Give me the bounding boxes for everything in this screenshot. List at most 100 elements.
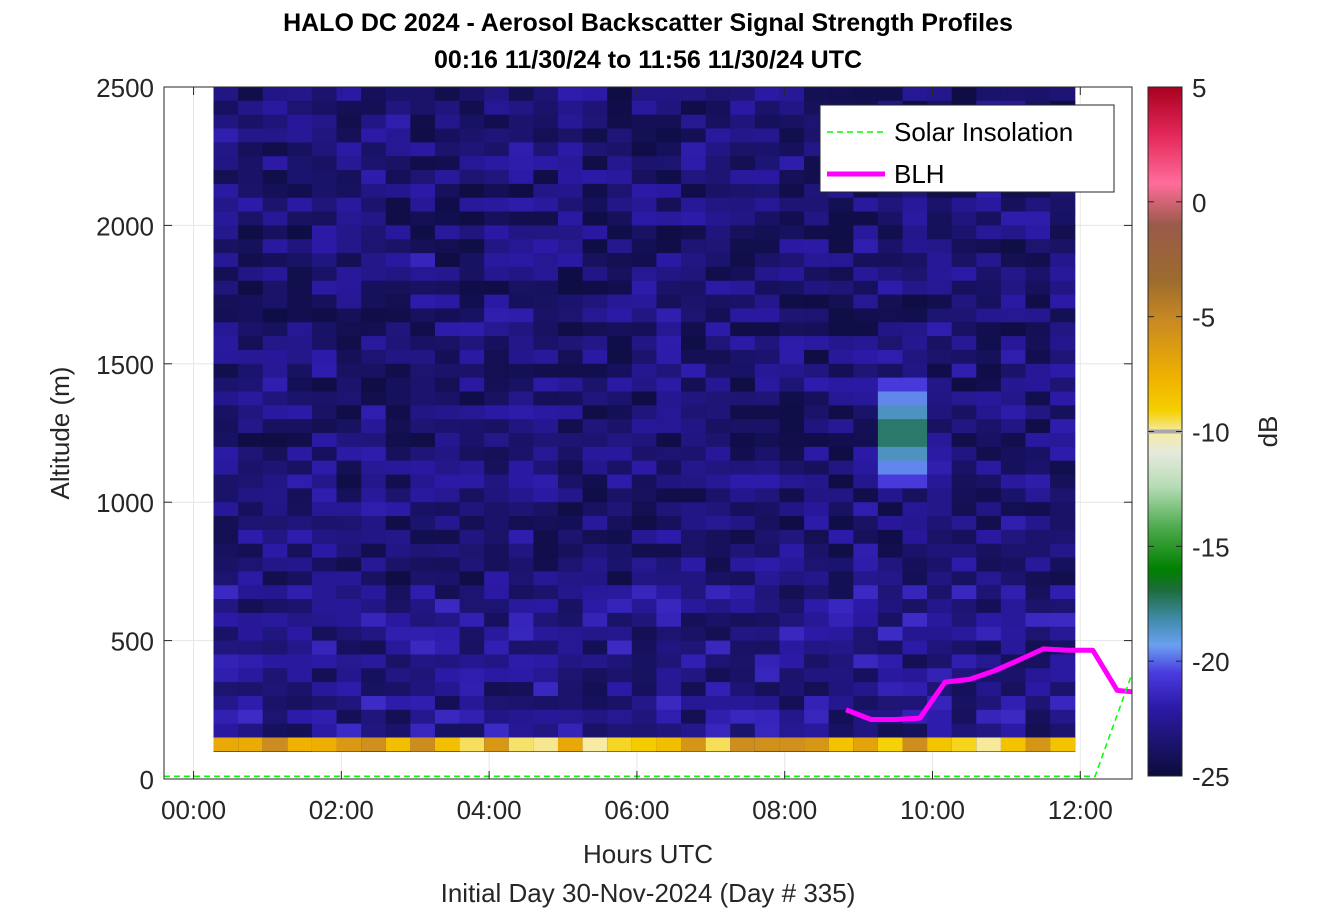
heatmap-cell (754, 446, 781, 462)
heatmap-cell (1025, 626, 1051, 642)
heatmap-cell (557, 695, 584, 711)
heatmap-cell (705, 529, 731, 545)
heatmap-cell (877, 433, 904, 448)
heatmap-cell (607, 266, 633, 282)
heatmap-cell (1050, 488, 1076, 503)
heatmap-cell (557, 336, 584, 351)
heatmap-cell (385, 695, 411, 711)
heatmap-cell (656, 571, 682, 586)
heatmap-cell (287, 225, 313, 240)
heatmap-cell (853, 571, 879, 586)
heatmap-cell (730, 142, 756, 157)
heatmap-cell (927, 377, 953, 393)
heatmap-cell (336, 405, 362, 420)
heatmap-cell (705, 114, 731, 130)
heatmap-cell (656, 433, 682, 448)
heatmap-cell (287, 516, 313, 531)
heatmap-cell (287, 156, 313, 171)
heatmap-cell (361, 336, 387, 351)
heatmap-cell (311, 280, 338, 296)
heatmap-cell (1025, 294, 1051, 310)
heatmap-cell (238, 266, 264, 282)
heatmap-cell (582, 654, 608, 669)
heatmap-cell (508, 654, 534, 669)
heatmap-cell (385, 419, 411, 434)
heatmap-cell (533, 709, 559, 725)
heatmap-cell (287, 308, 313, 323)
heatmap-cell (385, 349, 411, 365)
heatmap-cell (607, 571, 633, 586)
heatmap-cell (951, 640, 977, 656)
heatmap-cell (607, 114, 633, 130)
heatmap-cell (434, 557, 461, 572)
heatmap-cell (336, 142, 362, 157)
heatmap-cell (361, 668, 387, 683)
heatmap-cell (730, 336, 756, 351)
heatmap-cell (681, 723, 707, 739)
heatmap-cell (1000, 391, 1027, 406)
heatmap-cell (631, 571, 658, 586)
heatmap-cell (385, 585, 411, 600)
heatmap-cell (385, 280, 411, 296)
heatmap-cell (607, 294, 633, 310)
heatmap-cell (705, 502, 731, 517)
heatmap-cell (459, 502, 485, 517)
heatmap-cell (902, 695, 928, 711)
heatmap-cell (434, 654, 461, 669)
heatmap-cell (951, 336, 977, 351)
x-tick-label: 00:00 (161, 795, 226, 825)
heatmap-cell (508, 391, 534, 406)
heatmap-cell (877, 599, 904, 614)
heatmap-cell (533, 419, 559, 434)
heatmap-cell (336, 516, 362, 531)
heatmap-cell (902, 197, 928, 213)
heatmap-cell (976, 612, 1002, 628)
heatmap-cell (459, 529, 485, 545)
x-tick-label: 08:00 (752, 795, 817, 825)
heatmap-cell (385, 87, 411, 102)
heatmap-cell (804, 87, 830, 102)
heatmap-cell (607, 349, 633, 365)
heatmap-cell (853, 239, 879, 254)
heatmap-cell (533, 557, 559, 572)
heatmap-cell (213, 142, 239, 157)
heatmap-cell (631, 488, 658, 503)
heatmap-cell (853, 433, 879, 448)
heatmap-cell (804, 682, 830, 697)
heatmap-cell (779, 695, 805, 711)
heatmap-cell (607, 433, 633, 448)
heatmap-cell (582, 695, 608, 711)
heatmap-cell (607, 142, 633, 157)
heatmap-cell (631, 87, 658, 102)
heatmap-cell (681, 156, 707, 171)
heatmap-cell (533, 170, 559, 185)
heatmap-cell (213, 87, 239, 102)
heatmap-cell (656, 460, 682, 476)
heatmap-cell (336, 668, 362, 683)
heatmap-cell (730, 100, 756, 116)
heatmap-cell (410, 654, 436, 669)
heatmap-cell (557, 446, 584, 462)
heatmap-cell (484, 322, 510, 337)
heatmap-cell (1025, 239, 1051, 254)
heatmap-cell (238, 585, 264, 600)
heatmap-cell (779, 294, 805, 310)
heatmap-cell (631, 211, 658, 226)
heatmap-cell (459, 474, 485, 489)
heatmap-cell (754, 197, 781, 213)
heatmap-cell (213, 308, 239, 323)
heatmap-cell (828, 377, 854, 393)
heatmap-cell (1000, 266, 1027, 282)
heatmap-cell (557, 377, 584, 393)
plot-area: 00:00 02:00 04:00 06:00 08:00 10:00 12:0005001… (45, 73, 1133, 908)
heatmap-cell (656, 723, 682, 739)
heatmap-cell (410, 419, 436, 434)
heatmap-cell (238, 737, 264, 752)
heatmap-cell (1050, 446, 1076, 462)
heatmap-cell (385, 460, 411, 476)
heatmap-cell (459, 100, 485, 116)
heatmap-cell (410, 197, 436, 213)
heatmap-cell (1025, 391, 1051, 406)
heatmap-cell (828, 626, 854, 642)
heatmap-cell (927, 419, 953, 434)
